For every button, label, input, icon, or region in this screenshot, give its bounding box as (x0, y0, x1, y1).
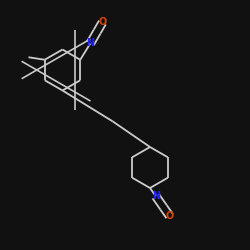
Text: O: O (166, 211, 174, 221)
Text: O: O (98, 18, 106, 28)
Text: N: N (86, 38, 94, 48)
Text: N: N (152, 191, 160, 201)
